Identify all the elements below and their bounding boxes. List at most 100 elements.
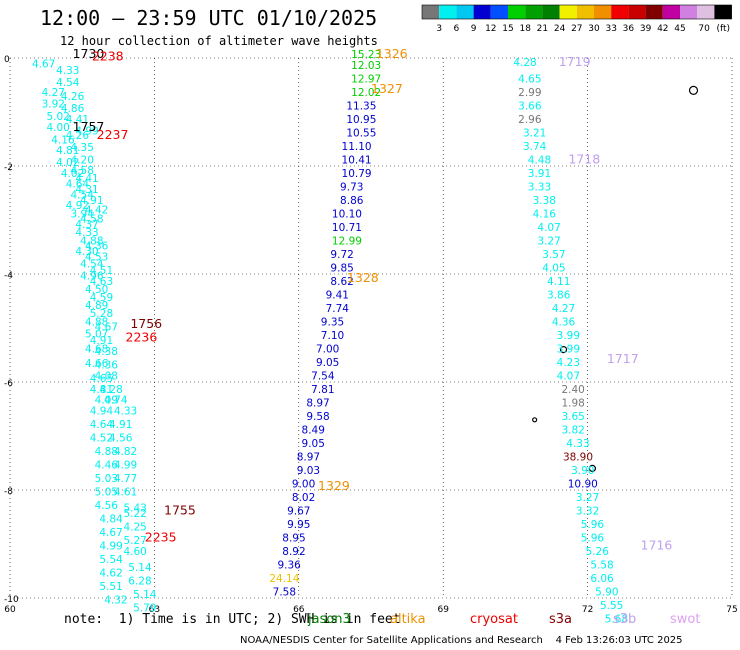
colorbar-tick-label: 21 [537,24,548,34]
swh-value-label: 11.35 [346,100,376,112]
swh-value-label: 4.54 [71,189,95,201]
x-tick-label: 75 [726,605,737,615]
swh-value-label: 5.54 [99,554,123,566]
y-tick-label: 0 [4,55,10,65]
swh-value-label: 9.85 [330,262,353,274]
swh-value-label: 5.14 [128,562,152,574]
swh-value-label: 4.86 [61,103,85,115]
swh-value-label: 4.27 [42,87,65,99]
colorbar-tick-label: 24 [554,24,566,34]
swh-value-label: 5.43 [123,503,146,515]
swh-value-label: 5.14 [133,589,157,601]
pass-time-label: 1328 [347,270,379,285]
swh-value-label: 4.56 [95,500,119,512]
swh-value-label: 5.90 [595,586,618,598]
swh-value-label: 3.33 [528,181,551,193]
swh-value-label: 4.42 [85,205,108,217]
satellite-legend-s3a: s3a [549,612,573,627]
swh-value-label: 9.05 [302,438,325,450]
pass-time-label: 1717 [607,351,639,366]
colorbar-tick-label: 12 [485,24,496,34]
pass-time-label: 1327 [371,81,403,96]
swh-value-label: 4.20 [71,154,94,166]
swh-value-label: 8.49 [302,424,325,436]
colorbar-swatch [422,5,440,19]
swh-value-label: 3.90 [571,465,594,477]
pass-time-label: 1716 [641,537,673,552]
colorbar-tick-label: 39 [640,24,652,34]
swh-value-label: 4.74 [104,395,128,407]
satellite-legend-cryosat: cryosat [470,612,518,627]
colorbar-tick-label: 42 [657,24,668,34]
swh-value-label: 4.82 [114,446,137,458]
swh-value-label: 3.66 [518,100,542,112]
colorbar-swatch [611,5,629,19]
swh-value-label: 4.31 [75,184,98,196]
swh-value-label: 4.41 [66,114,89,126]
swh-value-label: 4.38 [95,346,118,358]
swh-value-label: 4.59 [90,292,113,304]
y-tick-label: -6 [4,379,13,389]
swh-value-label: 4.05 [542,262,565,274]
swh-value-label: 4.64 [90,419,114,431]
swh-value-label: 7.10 [321,330,344,342]
note-text: note: 1) Time is in UTC; 2) SWH is in fe… [64,612,401,627]
swh-value-label: 4.94 [90,405,114,417]
swh-value-label: 3.99 [557,330,580,342]
swh-value-label: 9.41 [326,289,349,301]
colorbar-swatch [714,5,732,19]
swh-value-label: 4.27 [552,303,575,315]
swh-value-label: 5.96 [581,519,605,531]
colorbar-tick-label: 33 [605,24,616,34]
swh-value-label: 5.05 [95,486,118,498]
swh-value-label: 1.98 [561,397,584,409]
pass-time-label: 1756 [130,316,162,331]
swh-value-label: 8.97 [297,451,320,463]
swh-value-label: 4.63 [90,276,113,288]
colorbar-tick-label: 18 [519,24,531,34]
swh-value-label: 4.33 [56,65,79,77]
swh-value-label: 8.02 [292,492,315,504]
swh-value-label: 3.74 [523,141,547,153]
colorbar-swatch [525,5,543,19]
swh-value-label: 5.58 [590,559,613,571]
swh-value-label: 4.91 [80,195,103,207]
swh-value-label: 5.02 [46,111,69,123]
swh-value-label: 4.88 [95,446,118,458]
x-tick-label: 66 [293,605,305,615]
x-tick-label: 69 [437,605,449,615]
swh-value-label: 4.64 [66,179,90,191]
swh-value-label: 4.41 [75,173,98,185]
pass-time-label: 1718 [568,151,600,166]
swh-value-label: 11.10 [342,141,372,153]
swh-value-label: 4.07 [537,222,560,234]
swh-value-label: 9.03 [297,465,320,477]
swh-value-label: 4.92 [66,200,89,212]
island-outline [688,85,699,96]
swh-value-label: 4.23 [557,357,580,369]
pass-time-label: 1326 [376,46,408,61]
swh-value-label: 4.36 [552,316,576,328]
swh-value-label: 5.22 [123,508,146,520]
y-tick-label: -8 [4,487,13,497]
colorbar-tick-label: 3 [436,24,442,34]
y-tick-label: -4 [4,271,13,281]
swh-value-label: 10.79 [342,168,372,180]
colorbar-swatch [628,5,646,19]
swh-value-label: 38.90 [563,451,593,463]
swh-value-label: 4.77 [114,473,137,485]
swh-value-label: 4.33 [566,438,589,450]
swh-value-label: 4.32 [104,594,127,606]
swh-value-label: 4.67 [32,59,55,71]
swh-value-label: 7.81 [311,384,334,396]
swh-value-label: 12.99 [332,235,362,247]
swh-value-label: 4.61 [114,486,137,498]
colorbar-tick-label: 6 [454,24,460,34]
swh-value-label: 4.88 [80,235,103,247]
swh-value-label: 15.23 [351,49,381,61]
pass-time-label: 1730 [73,46,105,61]
swh-value-label: 10.95 [346,114,376,126]
swh-value-label: 4.62 [99,567,122,579]
swh-value-label: 4.35 [71,142,94,154]
